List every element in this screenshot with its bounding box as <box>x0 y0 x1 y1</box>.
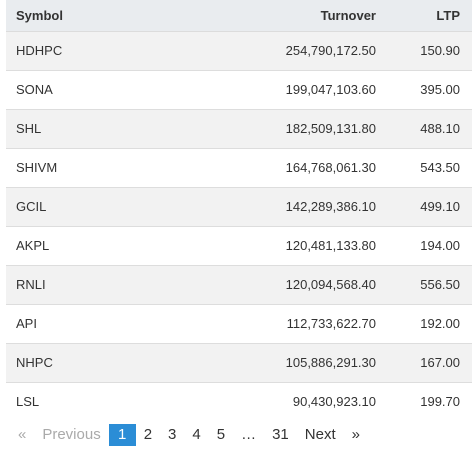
cell-ltp: 543.50 <box>420 160 460 175</box>
table-row: HDHPC 254,790,172.50 150.90 <box>6 31 472 70</box>
cell-turnover: 120,481,133.80 <box>285 238 376 253</box>
cell-turnover: 105,886,291.30 <box>285 355 376 370</box>
cell-symbol: SHIVM <box>16 160 58 175</box>
cell-ltp: 499.10 <box>420 199 460 214</box>
cell-symbol: API <box>16 316 37 331</box>
previous-page-button: Previous <box>42 426 101 443</box>
pagination-ellipsis: … <box>241 426 257 443</box>
cell-symbol: HDHPC <box>16 43 63 58</box>
page-31-button[interactable]: 31 <box>272 426 289 443</box>
next-page-button[interactable]: Next <box>304 426 336 443</box>
turnover-table: Symbol Turnover LTP HDHPC 254,790,172.50… <box>6 0 472 421</box>
next-arrow-icon[interactable]: » <box>351 426 360 443</box>
table-row: SHL 182,509,131.80 488.10 <box>6 109 472 148</box>
cell-symbol: SONA <box>16 82 53 97</box>
cell-turnover: 112,733,622.70 <box>286 316 376 331</box>
page-3-button[interactable]: 3 <box>168 426 177 443</box>
page-4-button[interactable]: 4 <box>192 426 201 443</box>
cell-symbol: GCIL <box>16 199 47 214</box>
cell-ltp: 194.00 <box>420 238 460 253</box>
column-header-turnover[interactable]: Turnover <box>176 0 386 32</box>
cell-turnover: 199,047,103.60 <box>285 82 376 97</box>
table-row: AKPL 120,481,133.80 194.00 <box>6 226 472 265</box>
cell-turnover: 254,790,172.50 <box>285 43 376 58</box>
cell-symbol: SHL <box>16 121 42 136</box>
table-row: GCIL 142,289,386.10 499.10 <box>6 187 472 226</box>
table-header: Symbol Turnover LTP <box>6 0 472 32</box>
table-row: LSL 90,430,923.10 199.70 <box>6 382 472 421</box>
column-header-ltp[interactable]: LTP <box>386 0 472 32</box>
cell-symbol: AKPL <box>16 238 50 253</box>
table-header-row: Symbol Turnover LTP <box>6 0 472 32</box>
table-row: RNLI 120,094,568.40 556.50 <box>6 265 472 304</box>
table-body: HDHPC 254,790,172.50 150.90 SONA 199,047… <box>6 31 472 421</box>
table-row: SHIVM 164,768,061.30 543.50 <box>6 148 472 187</box>
cell-turnover: 182,509,131.80 <box>285 121 376 136</box>
table-row: NHPC 105,886,291.30 167.00 <box>6 343 472 382</box>
page-2-button[interactable]: 2 <box>143 426 153 443</box>
table-row: API 112,733,622.70 192.00 <box>6 304 472 343</box>
cell-turnover: 142,289,386.10 <box>285 199 376 214</box>
cell-ltp: 395.00 <box>420 82 460 97</box>
cell-ltp: 556.50 <box>420 277 460 292</box>
cell-symbol: RNLI <box>16 277 46 292</box>
page-1-button[interactable]: 1 <box>108 424 136 446</box>
cell-ltp: 199.70 <box>420 394 460 410</box>
cell-symbol: LSL <box>16 394 40 410</box>
column-header-symbol[interactable]: Symbol <box>6 0 176 32</box>
table-row: SONA 199,047,103.60 395.00 <box>6 70 472 109</box>
cell-turnover: 120,094,568.40 <box>285 277 376 292</box>
page-5-button[interactable]: 5 <box>216 426 226 443</box>
cell-ltp: 192.00 <box>420 316 460 331</box>
turnover-table-container: Symbol Turnover LTP HDHPC 254,790,172.50… <box>6 0 472 421</box>
cell-turnover: 90,430,923.10 <box>292 394 376 410</box>
pagination: « Previous 1 2 3 4 5 … 31 Next » <box>10 424 368 446</box>
previous-arrow-icon: « <box>18 426 27 443</box>
cell-ltp: 167.00 <box>420 355 460 370</box>
cell-symbol: NHPC <box>16 355 53 370</box>
cell-ltp: 488.10 <box>420 121 460 136</box>
cell-turnover: 164,768,061.30 <box>285 160 376 175</box>
cell-ltp: 150.90 <box>420 43 460 58</box>
